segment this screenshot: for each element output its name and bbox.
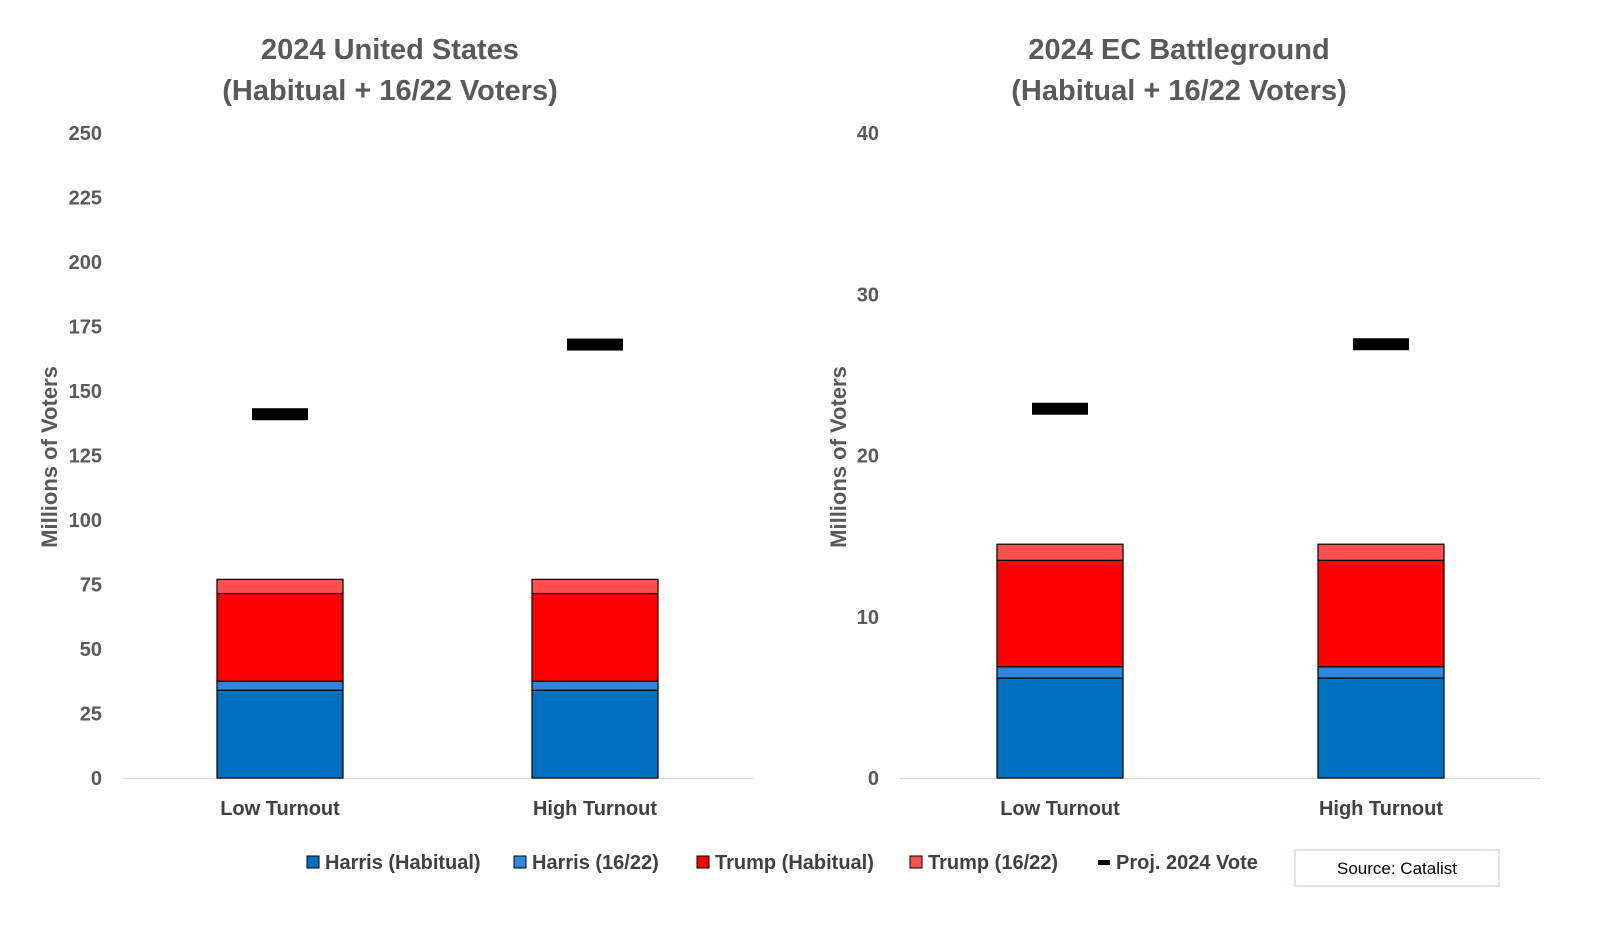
y-tick-label: 0 (91, 768, 102, 790)
legend-label: Proj. 2024 Vote (1116, 852, 1258, 874)
y-tick-label: 200 (69, 252, 102, 274)
bar-segment-harris-habitual-high-turnout (531, 689, 659, 779)
y-tick-label: 20 (857, 446, 879, 468)
y-tick-label: 25 (80, 704, 102, 726)
bar-segment-harris-16-22-high-turnout (1317, 666, 1445, 679)
bar-segment-harris-16-22-high-turnout (531, 680, 659, 691)
x-category-label: Low Turnout (220, 798, 340, 820)
legend-label: Trump (16/22) (928, 852, 1058, 874)
us-chart-panel: 2024 United States (Habitual + 16/22 Vote… (37, 34, 753, 820)
legend-swatch-proj-2024-vote (1098, 860, 1110, 865)
legend-swatch-trump-habitual (696, 855, 710, 869)
y-axis-label: Millions of Voters (826, 366, 851, 548)
bar-segment-trump-habitual-low-turnout (216, 592, 344, 682)
bar-segment-trump-habitual-high-turnout (1317, 559, 1445, 668)
y-tick-label: 175 (69, 317, 102, 339)
bar-segment-trump-16-22-low-turnout (996, 543, 1124, 561)
bar-segment-trump-habitual-low-turnout (996, 559, 1124, 668)
chart-title-line-2: (Habitual + 16/22 Voters) (1011, 75, 1347, 107)
y-tick-label: 100 (69, 510, 102, 532)
y-tick-label: 50 (80, 639, 102, 661)
bar-segment-trump-16-22-low-turnout (216, 578, 344, 595)
x-category-label: Low Turnout (1000, 798, 1120, 820)
x-category-label: High Turnout (533, 798, 657, 820)
bar-segment-harris-habitual-high-turnout (1317, 677, 1445, 779)
legend-label: Trump (Habitual) (715, 852, 874, 874)
legend: Harris (Habitual) Harris (16/22) Trump (Ha… (306, 852, 1258, 874)
legend-label: Harris (Habitual) (325, 852, 481, 874)
projection-marker-low-turnout (1032, 402, 1088, 415)
projection-marker-high-turnout (1353, 338, 1409, 351)
legend-label: Harris (16/22) (532, 852, 659, 874)
y-tick-label: 75 (80, 575, 102, 597)
y-tick-label: 250 (69, 123, 102, 145)
chart-title-line-1: 2024 EC Battleground (1028, 34, 1329, 66)
battleground-chart-panel: 2024 EC Battleground (Habitual + 16/22 Vo… (826, 34, 1540, 820)
chart-title-line-1: 2024 United States (261, 34, 519, 66)
source-label: Source: Catalist (1337, 859, 1457, 878)
bar-segment-harris-habitual-low-turnout (996, 677, 1124, 779)
y-tick-label: 150 (69, 381, 102, 403)
bar-segment-harris-16-22-low-turnout (996, 666, 1124, 679)
y-tick-label: 30 (857, 284, 879, 306)
bar-segment-trump-habitual-high-turnout (531, 592, 659, 682)
chart-title-line-2: (Habitual + 16/22 Voters) (222, 75, 558, 107)
bar-segment-trump-16-22-high-turnout (531, 578, 659, 595)
legend-swatch-harris-habitual (306, 855, 320, 869)
y-tick-label: 125 (69, 446, 102, 468)
bar-segment-trump-16-22-high-turnout (1317, 543, 1445, 561)
source-box: Source: Catalist (1294, 849, 1500, 887)
y-tick-label: 10 (857, 607, 879, 629)
y-tick-label: 40 (857, 123, 879, 145)
y-tick-label: 225 (69, 188, 102, 210)
legend-swatch-harris-16-22 (513, 855, 527, 869)
projection-marker-low-turnout (252, 408, 308, 421)
bar-segment-harris-habitual-low-turnout (216, 689, 344, 779)
projection-marker-high-turnout (567, 338, 623, 351)
x-category-label: High Turnout (1319, 798, 1443, 820)
bar-segment-harris-16-22-low-turnout (216, 680, 344, 691)
y-tick-label: 0 (868, 768, 879, 790)
source-box-border (1294, 849, 1500, 887)
legend-swatch-trump-16-22 (909, 855, 923, 869)
y-axis-label: Millions of Voters (37, 366, 62, 548)
